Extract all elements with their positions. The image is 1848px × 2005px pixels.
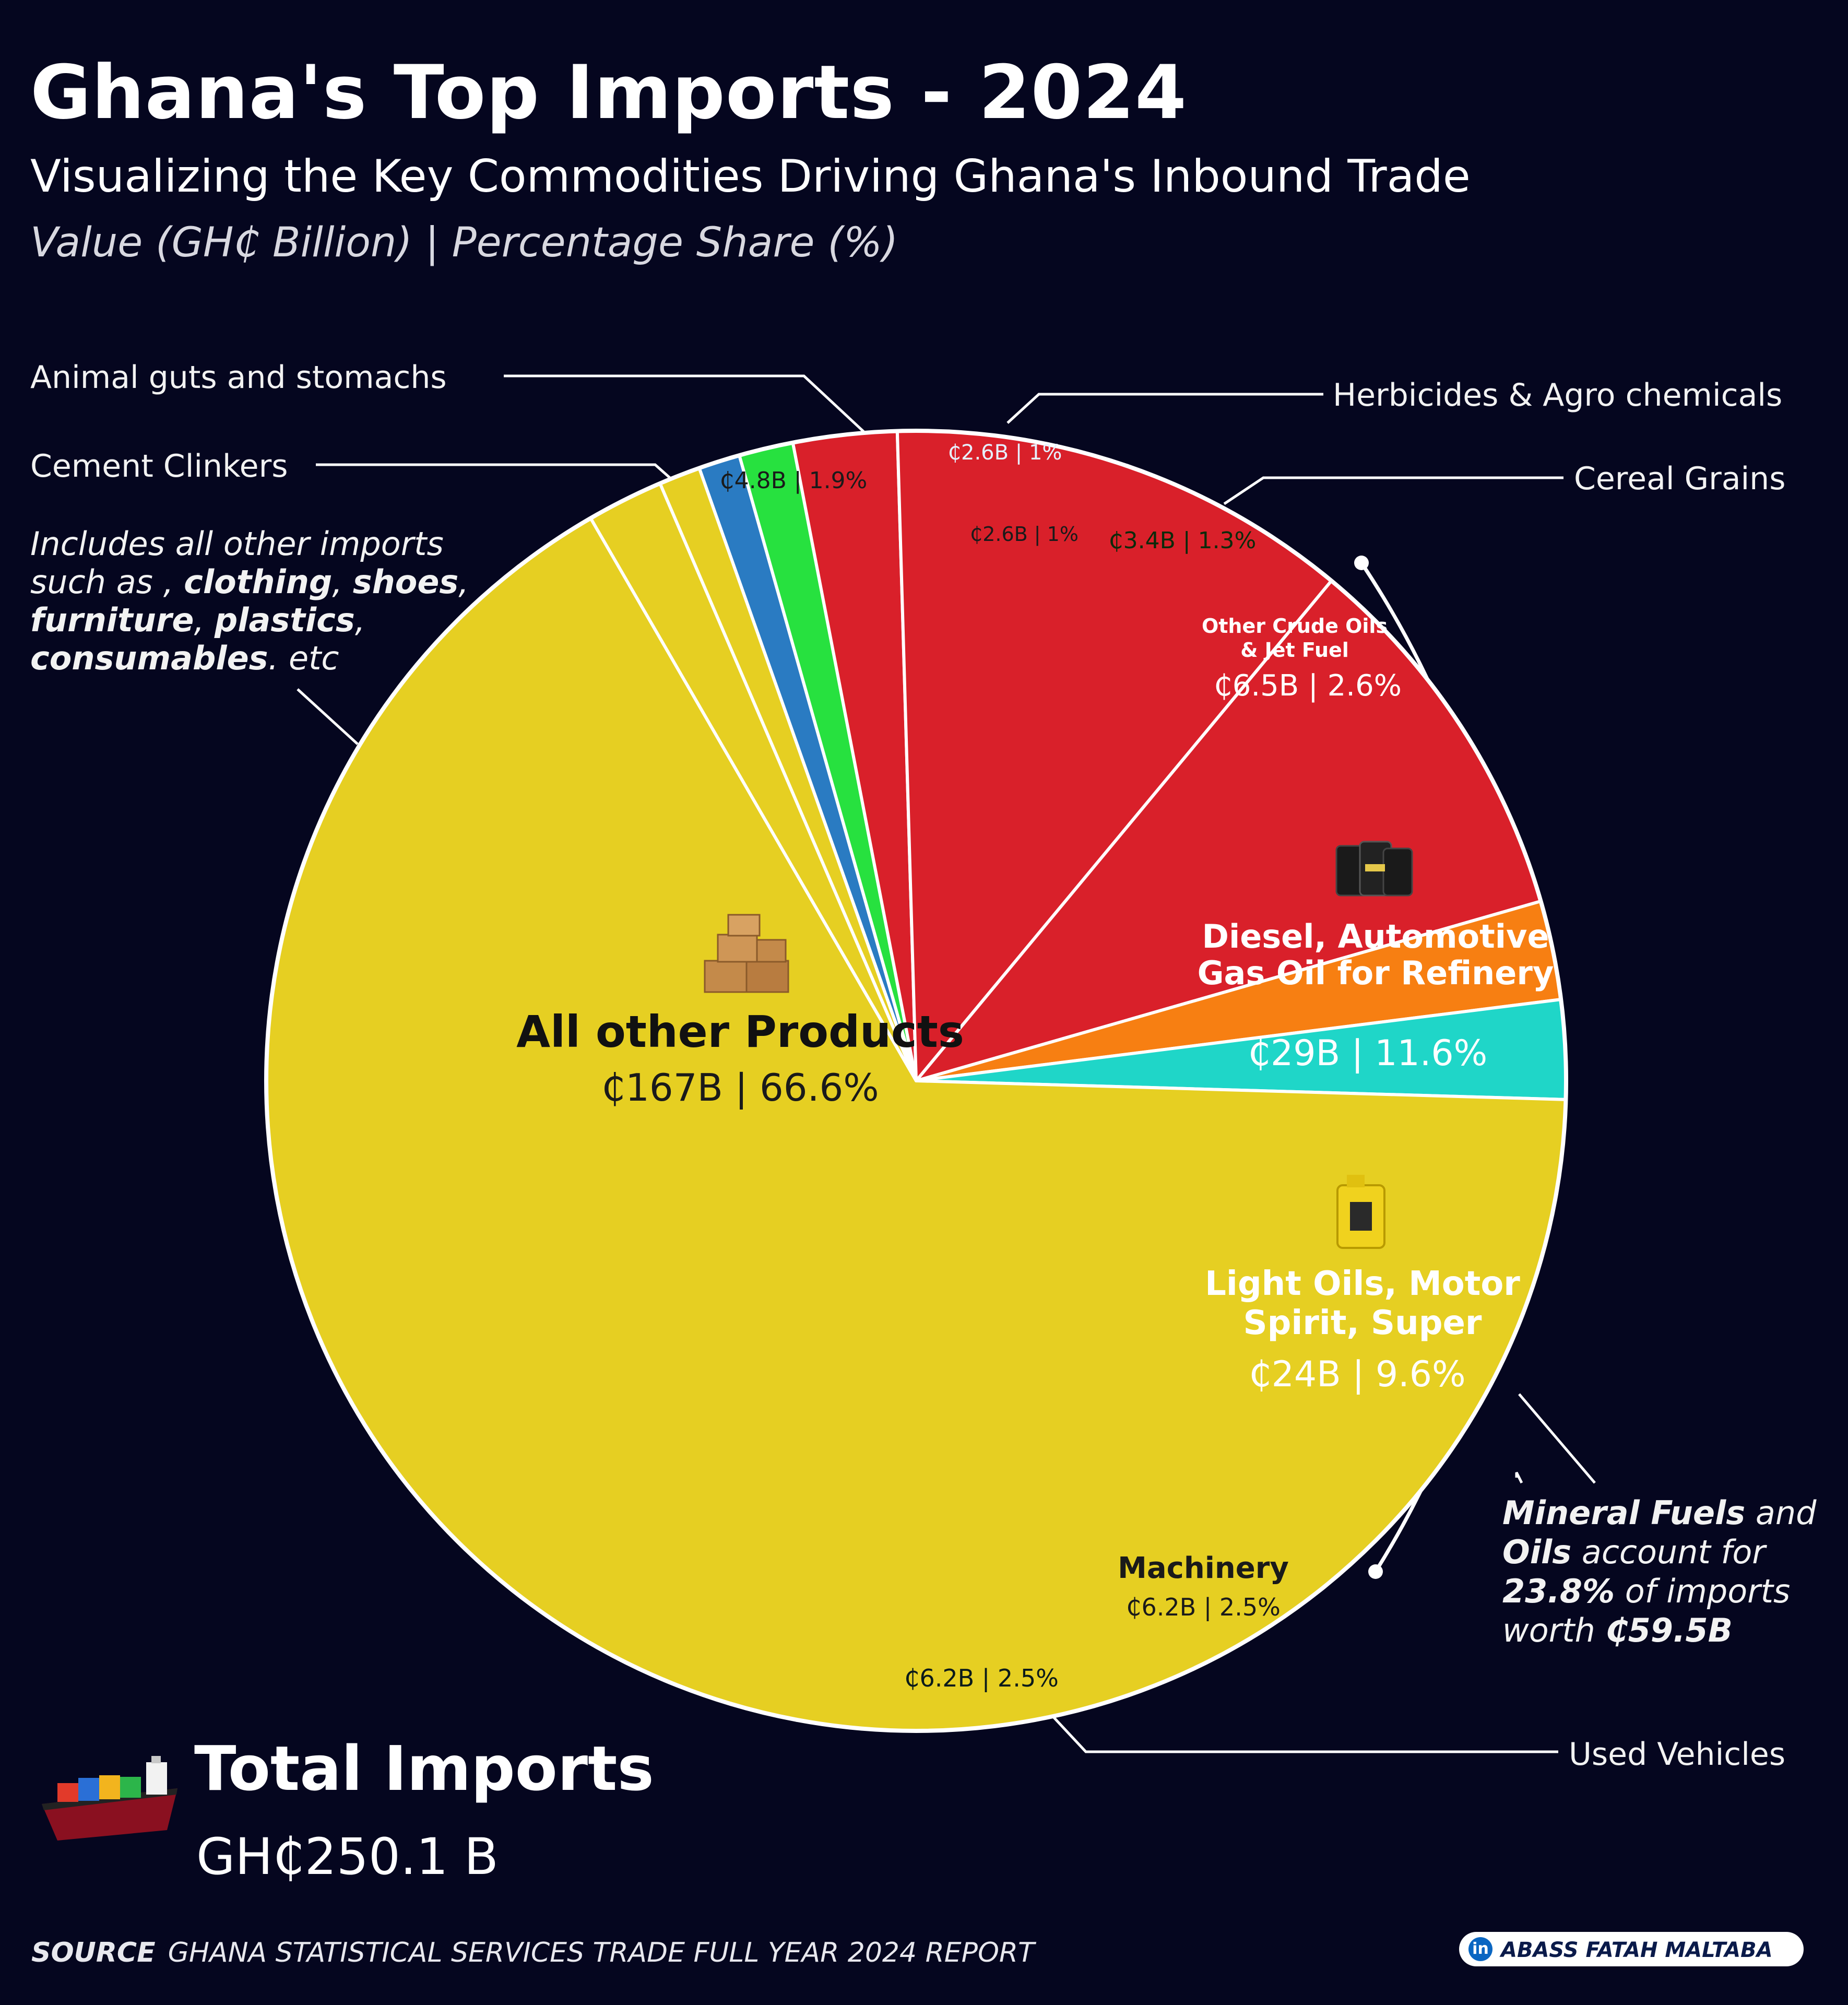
jerrycan-icon — [1336, 1175, 1385, 1249]
boxes-icon — [704, 914, 789, 993]
linkedin-icon: in — [1468, 1937, 1492, 1961]
crude-title-2: & Jet Fuel — [1240, 639, 1349, 662]
cargo-ship-icon — [42, 1756, 177, 1841]
source-line: SOURCE GHANA STATISTICAL SERVICES TRADE F… — [31, 1937, 1035, 1968]
diesel-value: ₵29B | 11.6% — [1248, 1033, 1488, 1074]
bracket-dot-top — [1354, 556, 1369, 570]
machinery-title: Machinery — [1118, 1551, 1289, 1585]
crude-title-1: Other Crude Oils — [1202, 615, 1388, 638]
light-title-1: Light Oils, Motor — [1205, 1265, 1520, 1303]
leader-used-vehicles — [1048, 1712, 1558, 1753]
other-value: ₵167B | 66.6% — [601, 1066, 879, 1110]
diesel-title-2: Gas Oil for Refinery — [1198, 954, 1554, 992]
total-imports-title: Total Imports — [194, 1732, 654, 1804]
author-credit-badge[interactable]: in ABASS FATAH MALTABA — [1459, 1932, 1804, 1966]
other-imports-note: Includes all other imports such as , clo… — [30, 525, 469, 677]
leader-cereal — [1223, 476, 1563, 505]
label-cement-clinkers: Cement Clinkers — [30, 448, 288, 485]
author-name: ABASS FATAH MALTABA — [1501, 1938, 1773, 1962]
other-title: All other Products — [516, 1006, 964, 1057]
source-text: GHANA STATISTICAL SERVICES TRADE FULL YE… — [168, 1937, 1035, 1968]
oil-barrels-icon — [1335, 841, 1413, 897]
page-title: Ghana's Top Imports - 2024 — [30, 50, 1187, 136]
leader-mineral-note — [1518, 1393, 1596, 1484]
cereal-value: ₵3.4B | 1.3% — [1109, 527, 1257, 554]
label-herbicides: Herbicides & Agro chemicals — [1333, 377, 1783, 414]
leader-herbicides — [1006, 393, 1323, 424]
source-key: SOURCE — [31, 1937, 156, 1968]
mineral-fuels-note: Mineral Fuels and Oils account for 23.8%… — [1502, 1494, 1817, 1649]
cement-value: ₵4.8B | 1.9% — [720, 467, 868, 494]
herbicides-value: ₵2.6B | 1% — [948, 441, 1062, 465]
total-imports-value: GH₵250.1 B — [196, 1827, 499, 1886]
machinery-value: ₵6.2B | 2.5% — [1126, 1593, 1281, 1622]
light-title-2: Spirit, Super — [1243, 1304, 1482, 1342]
label-cereal-grains: Cereal Grains — [1574, 461, 1786, 497]
vehicles-value: ₵6.2B | 2.5% — [904, 1664, 1059, 1693]
light-value: ₵24B | 9.6% — [1249, 1354, 1465, 1395]
page-subtitle: Visualizing the Key Commodities Driving … — [30, 150, 1471, 203]
diesel-title-1: Diesel, Automotive — [1202, 917, 1549, 956]
label-animal-guts: Animal guts and stomachs — [30, 359, 447, 396]
label-used-vehicles: Used Vehicles — [1569, 1736, 1786, 1773]
leader-other — [297, 688, 359, 745]
pie-outline — [264, 429, 1568, 1733]
leader-lines — [297, 374, 1563, 1753]
animal-value: ₵2.6B | 1% — [970, 523, 1079, 546]
crude-value: ₵6.5B | 2.6% — [1214, 669, 1402, 703]
units-caption: Value (GH₵ Billion) | Percentage Share (… — [30, 219, 898, 266]
bracket-dot-bottom — [1368, 1564, 1383, 1579]
leader-mineral — [1515, 1471, 1523, 1484]
leader-cement — [316, 463, 680, 487]
